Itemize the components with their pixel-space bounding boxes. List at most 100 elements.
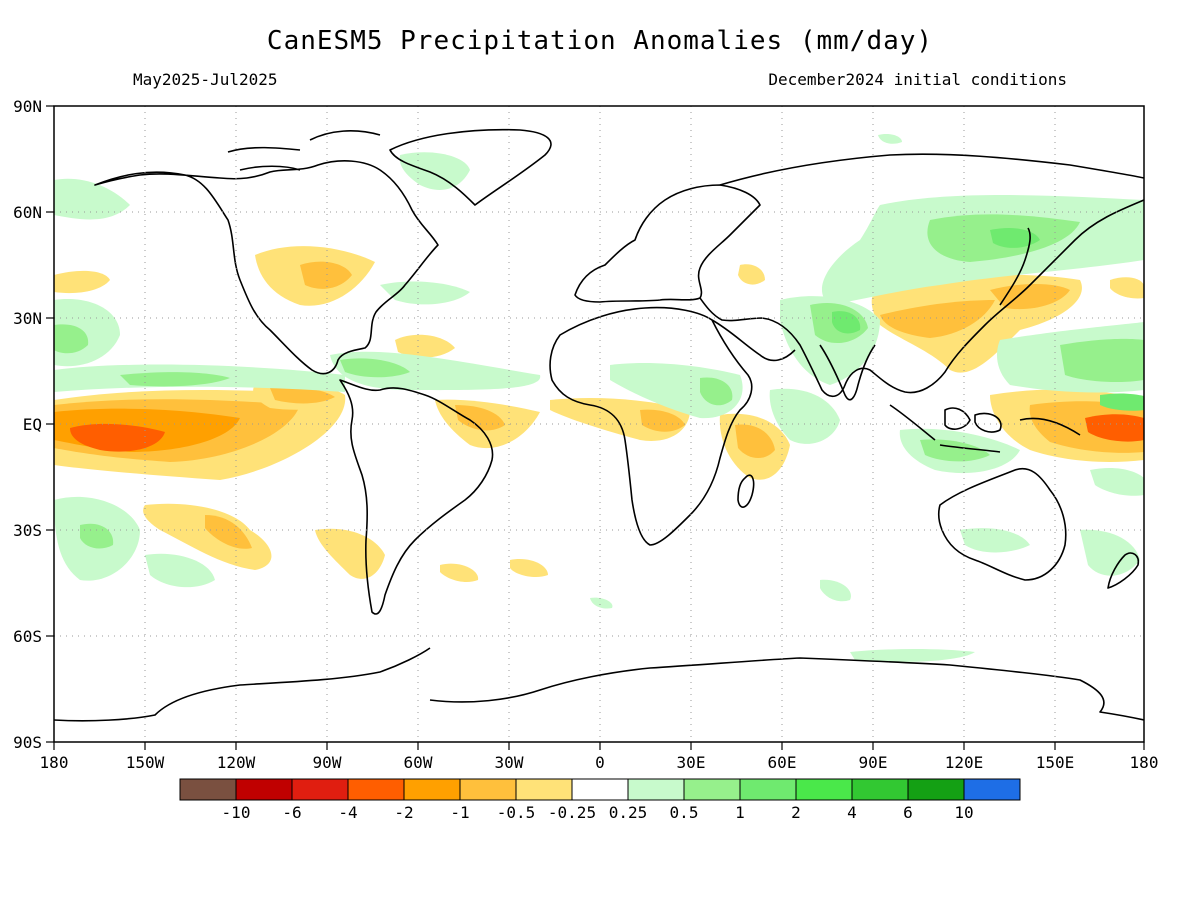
dry-anomaly-patch <box>510 559 548 578</box>
wet-anomaly-patch <box>960 528 1030 553</box>
wet-anomaly-patch <box>878 133 902 144</box>
dry-anomaly-patch <box>440 563 479 583</box>
dry-anomaly-patch <box>205 515 252 549</box>
coastline-japan <box>999 227 1031 306</box>
lon-label: 30E <box>677 753 706 772</box>
lon-label: 150E <box>1036 753 1075 772</box>
legend-label: 1 <box>735 803 745 822</box>
wet-anomaly-patch <box>769 388 840 444</box>
wet-anomaly-patch <box>920 439 990 462</box>
legend-label: -1 <box>450 803 469 822</box>
coastline-europe <box>574 184 761 303</box>
longitude-labels: 180 150W 120W 90W 60W 30W 0 30E 60E 90E … <box>40 753 1159 772</box>
wet-anomaly-patch <box>1060 338 1144 383</box>
wet-anomaly-patch <box>380 281 470 305</box>
legend-swatch <box>291 778 349 801</box>
legend-swatch <box>347 778 405 801</box>
legend-swatch <box>403 778 461 801</box>
coastline-africa <box>549 306 753 546</box>
lon-label: 150W <box>126 753 165 772</box>
lon-label: 30W <box>495 753 524 772</box>
dry-anomaly-patch <box>640 409 685 432</box>
coastline-north-america <box>94 160 439 375</box>
lon-label: 90E <box>859 753 888 772</box>
dry-anomaly-patch <box>300 261 352 289</box>
dry-anomaly-patch <box>270 387 335 404</box>
wet-anomaly-patch <box>590 597 613 609</box>
coastline-arabia <box>711 319 876 401</box>
lat-label: 90N <box>13 97 42 116</box>
wet-anomaly-patch <box>120 372 230 387</box>
legend-swatch <box>235 778 293 801</box>
dry-anomaly-patch <box>315 528 385 579</box>
wet-anomaly-patch <box>610 363 743 419</box>
dry-anomaly-patch <box>738 264 765 285</box>
legend-label: -4 <box>338 803 357 822</box>
coastline-south-america <box>339 379 494 615</box>
legend-label: -6 <box>282 803 301 822</box>
lat-label: 30S <box>13 521 42 540</box>
legend-swatch <box>907 778 965 801</box>
initial-conditions: December2024 initial conditions <box>768 70 1067 89</box>
legend-label: -0.25 <box>548 803 596 822</box>
wet-anomaly-patch <box>340 358 410 378</box>
anomaly-field <box>54 133 1144 662</box>
latitude-labels: 90N 60N 30N EQ 30S 60S 90S <box>13 97 42 752</box>
wet-anomaly-patch <box>990 228 1040 248</box>
legend-label: 0.25 <box>609 803 648 822</box>
wet-anomaly-patch <box>80 523 114 549</box>
legend-label: 2 <box>791 803 801 822</box>
legend-swatch <box>571 778 629 801</box>
lon-label: 180 <box>1130 753 1159 772</box>
lon-label: 60E <box>768 753 797 772</box>
lon-label: 180 <box>40 753 69 772</box>
lon-label: 0 <box>595 753 605 772</box>
coastline-australia <box>937 468 1067 581</box>
dry-anomaly-patch <box>143 503 272 570</box>
coastline-new-zealand <box>1107 552 1140 589</box>
gridlines <box>54 106 1144 742</box>
coastline-greenland <box>389 128 552 206</box>
axis-ticks <box>46 105 1145 750</box>
dry-anomaly-patch <box>70 423 165 452</box>
legend-label: 6 <box>903 803 913 822</box>
wet-anomaly-patch <box>145 553 215 588</box>
legend-label: -2 <box>394 803 413 822</box>
lon-label: 90W <box>313 753 342 772</box>
lat-label: 60S <box>13 627 42 646</box>
legend-swatch <box>963 778 1021 801</box>
lon-label: 120E <box>945 753 984 772</box>
wet-anomaly-patch <box>820 579 851 602</box>
dry-anomaly-patch <box>395 334 455 358</box>
legend-swatch <box>179 778 237 801</box>
dry-anomaly-patch <box>54 270 110 294</box>
coastline-madagascar <box>737 474 755 508</box>
lon-label: 120W <box>217 753 256 772</box>
wet-anomaly-patch <box>700 377 733 406</box>
dry-anomaly-patch <box>1085 414 1144 442</box>
lat-label: 30N <box>13 309 42 328</box>
wet-anomaly-patch <box>1090 467 1144 496</box>
wet-anomaly-patch <box>1100 393 1144 411</box>
legend-swatch <box>739 778 797 801</box>
legend-label: 10 <box>954 803 973 822</box>
forecast-period: May2025-Jul2025 <box>133 70 278 89</box>
legend-label: 0.5 <box>670 803 699 822</box>
legend-swatch <box>795 778 853 801</box>
coastline-maritime-continent <box>889 404 1081 453</box>
coastline-antarctica <box>54 647 1144 722</box>
coastline-arctic-islands <box>227 130 381 171</box>
wet-anomaly-patch <box>54 324 89 354</box>
lat-label: 90S <box>13 733 42 752</box>
legend-label: 4 <box>847 803 857 822</box>
dry-anomaly-patch <box>735 424 775 459</box>
legend-swatch <box>459 778 517 801</box>
wet-anomaly-patch <box>850 649 975 662</box>
legend-swatch <box>627 778 685 801</box>
wet-anomaly-patch <box>1080 529 1140 576</box>
legend-label: -10 <box>222 803 251 822</box>
lon-label: 60W <box>404 753 433 772</box>
wet-anomaly-patch <box>54 178 130 220</box>
legend-swatch <box>515 778 573 801</box>
